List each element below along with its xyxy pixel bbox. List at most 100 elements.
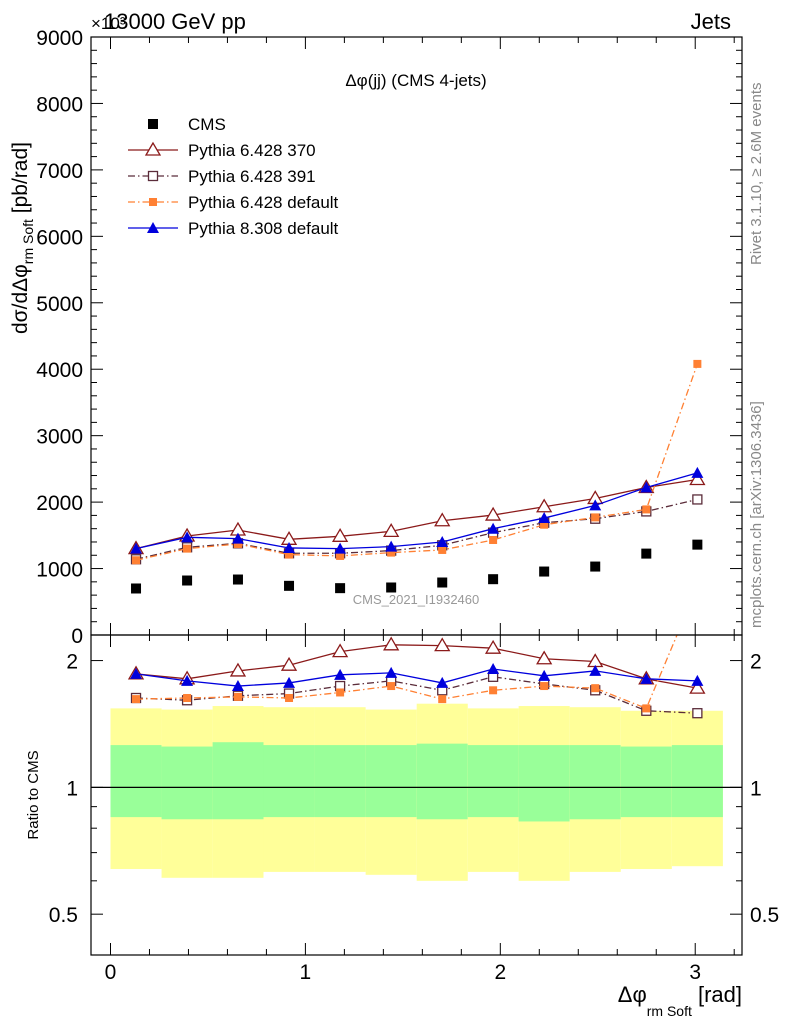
ratio-y-tick-label-left: 2 xyxy=(66,651,78,674)
legend-item-p370: Pythia 6.428 370 xyxy=(128,141,316,160)
ratio-point-p6def xyxy=(183,693,192,702)
ratio-point-p6def xyxy=(336,688,345,697)
x-axis-title-unit: [rad] xyxy=(692,982,742,1007)
main-point-p6def xyxy=(540,520,549,529)
ratio-panel: 0 1 2 3 0.5 0.5 1 1 2 2 Ratio to CMS Δφrm Soft [r… xyxy=(25,634,779,1019)
main-point-p6def xyxy=(642,505,651,514)
main-series-cms xyxy=(131,539,703,594)
main-point-p6def xyxy=(336,551,345,560)
x-axis-title-sub: rm Soft xyxy=(647,1003,692,1019)
legend-marker xyxy=(147,170,159,182)
ratio-line-p8def xyxy=(135,668,698,687)
legend-label: Pythia 6.428 370 xyxy=(188,141,316,160)
main-point-p6def xyxy=(285,550,294,559)
ratio-point-p6def xyxy=(642,704,651,713)
legend-item-p6def: Pythia 6.428 default xyxy=(128,193,339,212)
main-y-tick-label: 8000 xyxy=(36,93,83,116)
svg-text:dσ/dΔφrm Soft [pb/rad]: dσ/dΔφrm Soft [pb/rad] xyxy=(9,142,36,334)
main-point-p370 xyxy=(434,512,451,527)
y-exponent-label: ×10³ xyxy=(91,14,126,33)
main-point-p8def xyxy=(691,466,704,478)
main-point-p6def xyxy=(591,513,600,522)
ratio-point-p370 xyxy=(383,636,400,651)
y-axis-title: dσ/dΔφrm Soft [pb/rad] xyxy=(9,142,36,334)
main-point-cms xyxy=(539,566,550,577)
ratio-y-tick-label-left: 1 xyxy=(66,777,78,800)
main-y-tick-label: 7000 xyxy=(36,160,83,183)
ratio-y-tick-label-right: 0.5 xyxy=(750,904,779,927)
ratio-line-p370 xyxy=(135,644,698,689)
main-point-cms xyxy=(386,582,397,593)
legend-label: Pythia 6.428 391 xyxy=(188,167,316,186)
ratio-point-p391 xyxy=(692,708,703,719)
main-point-p8def xyxy=(487,522,500,534)
main-point-p8def xyxy=(436,535,449,547)
main-series-p6def xyxy=(132,359,702,565)
main-point-cms xyxy=(284,580,295,591)
legend-label: Pythia 8.308 default xyxy=(188,219,339,238)
ratio-y-axis-title: Ratio to CMS xyxy=(25,750,42,839)
main-point-p370 xyxy=(536,498,553,513)
ratio-point-p370 xyxy=(331,643,349,658)
x-axis-title-main: Δφ xyxy=(618,982,647,1007)
ratio-panel-frame xyxy=(90,634,743,956)
uncertainty-band-inner xyxy=(671,745,723,818)
legend-marker xyxy=(144,141,162,156)
uncertainty-band-inner xyxy=(467,745,519,818)
main-point-p8def xyxy=(334,542,347,554)
ratio-point-p8def xyxy=(181,674,194,686)
main-y-tick-label: 6000 xyxy=(36,226,83,249)
y-axis-title-sub: rm Soft xyxy=(20,219,36,264)
main-series-p8def xyxy=(130,466,704,554)
watermark: CMS_2021_I1932460 xyxy=(353,592,480,607)
main-point-p8def xyxy=(130,542,143,554)
legend-marker xyxy=(148,119,158,129)
mcplots-label: mcplots.cern.ch [arXiv:1306.3436] xyxy=(748,401,765,628)
rivet-label: Rivet 3.1.10, ≥ 2.6M events xyxy=(748,83,765,266)
ratio-series-p8def xyxy=(130,662,704,692)
x-tick-label: 1 xyxy=(300,961,312,984)
legend-marker xyxy=(149,198,157,206)
main-point-p6def xyxy=(132,556,141,565)
main-point-p6def xyxy=(489,535,498,544)
main-point-p8def xyxy=(231,532,244,544)
main-point-p370 xyxy=(331,528,349,542)
ratio-point-p6def xyxy=(438,695,447,704)
ratio-point-p8def xyxy=(538,669,551,681)
main-y-tick-label: 5000 xyxy=(36,293,83,316)
uncertainty-band-inner xyxy=(416,743,468,820)
ratio-y-tick-label-right: 2 xyxy=(750,651,762,674)
main-y-tick-label: 9000 xyxy=(36,27,83,50)
uncertainty-band-inner xyxy=(620,746,672,818)
legend-label: CMS xyxy=(188,115,226,134)
uncertainty-band-inner xyxy=(263,745,315,818)
main-point-p8def xyxy=(385,540,398,552)
main-point-cms xyxy=(590,561,601,572)
ratio-point-p370 xyxy=(484,639,502,654)
ratio-series-p6def xyxy=(132,635,678,713)
main-point-cms xyxy=(488,574,499,585)
main-point-p6def xyxy=(438,545,447,554)
y-axis-title-unit: [pb/rad] xyxy=(9,142,32,219)
main-y-tick-label: 0 xyxy=(71,625,83,648)
ratio-point-p370 xyxy=(689,679,706,694)
main-point-p370 xyxy=(484,506,502,521)
ratio-point-p370 xyxy=(280,656,298,671)
ratio-point-p6def xyxy=(489,686,498,695)
ratio-point-p8def xyxy=(640,672,653,684)
main-title: Δφ(jj) (CMS 4-jets) xyxy=(345,71,486,90)
main-point-cms xyxy=(641,548,652,559)
main-y-tick-label: 4000 xyxy=(36,359,83,382)
uncertainty-band-inner xyxy=(365,745,417,818)
ratio-y-tick-label-left: 0.5 xyxy=(49,904,78,927)
ratio-point-p370 xyxy=(229,662,247,677)
ratio-point-p370 xyxy=(536,650,553,665)
ratio-point-p6def xyxy=(387,682,396,691)
uncertainty-band-inner xyxy=(110,745,162,818)
main-point-p8def xyxy=(589,499,602,511)
x-tick-label: 2 xyxy=(494,961,506,984)
energy-label: 13000 GeV pp xyxy=(104,9,246,34)
main-point-p6def xyxy=(233,539,242,548)
ratio-point-p6def xyxy=(540,682,549,691)
